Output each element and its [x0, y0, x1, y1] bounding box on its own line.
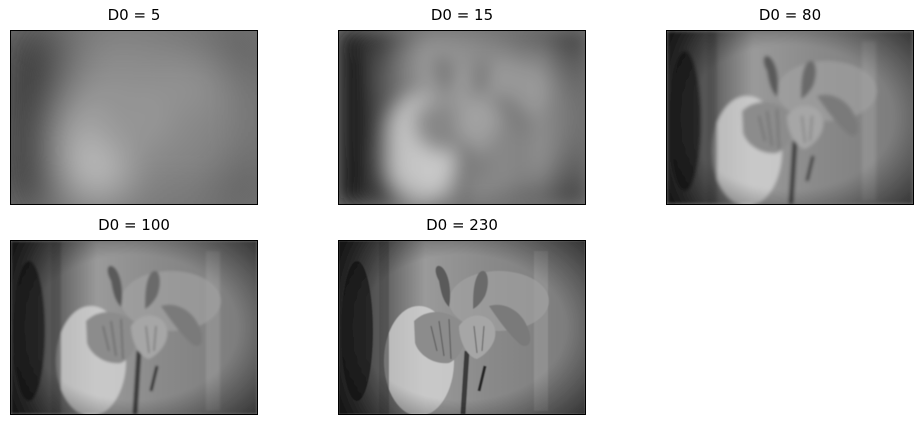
panel-title: D0 = 5	[107, 6, 161, 24]
panel-d0-230: D0 = 230	[338, 216, 586, 415]
panel-d0-80: D0 = 80	[666, 6, 914, 205]
filtered-image	[10, 240, 258, 415]
panel-d0-100: D0 = 100	[10, 216, 258, 415]
panel-title: D0 = 15	[430, 6, 494, 24]
panel-d0-15: D0 = 15	[338, 6, 586, 205]
filtered-image	[338, 30, 586, 205]
filtered-image	[338, 240, 586, 415]
filtered-image	[10, 30, 258, 205]
panel-title: D0 = 230	[426, 216, 498, 234]
panel-title: D0 = 80	[758, 6, 822, 24]
panel-d0-5: D0 = 5	[10, 6, 258, 205]
filtered-image	[666, 30, 914, 205]
panel-title: D0 = 100	[98, 216, 170, 234]
